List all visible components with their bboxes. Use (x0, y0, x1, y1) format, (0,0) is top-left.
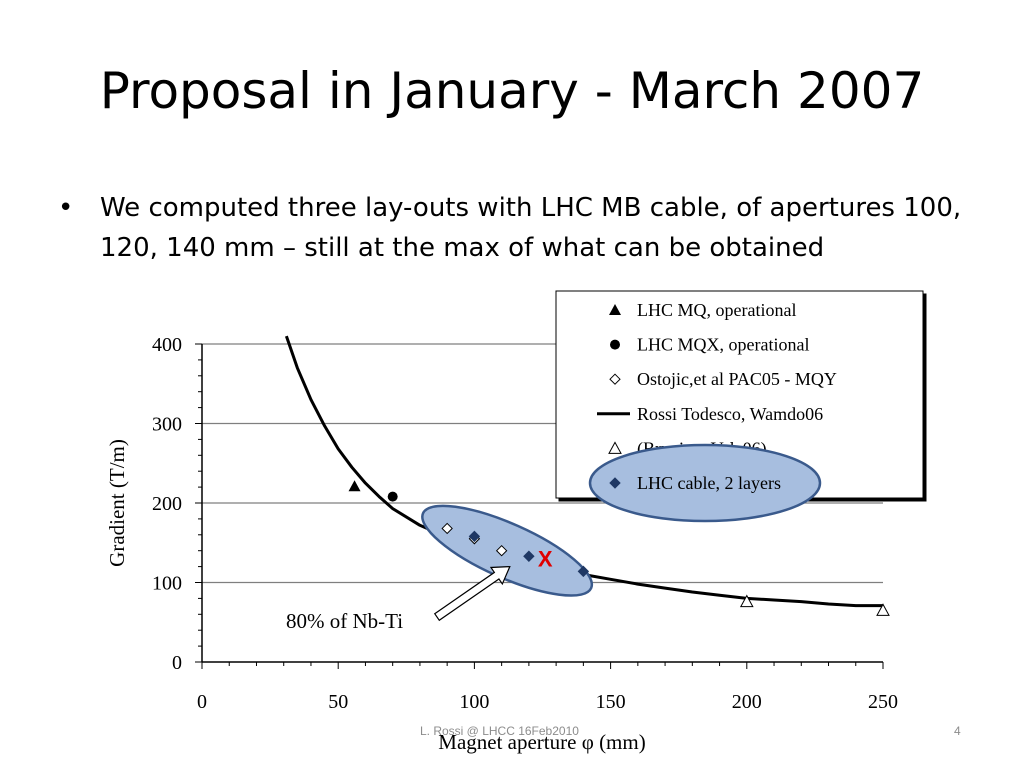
tick-labels: 0 100 200 300 400 0 50 100 150 200 250 (152, 334, 898, 713)
legend-label: Ostojic,et al PAC05 - MQY (637, 369, 837, 389)
filled-diamond-marker (609, 477, 621, 489)
circle-marker (387, 491, 398, 502)
x-tick-label: 150 (596, 691, 626, 713)
annotation-arrow (433, 565, 511, 622)
circle-marker (610, 339, 620, 350)
x-tick-label: 0 (197, 691, 207, 713)
y-tick-label: 300 (152, 414, 182, 436)
filled-diamond-marker (468, 530, 481, 543)
open-diamond-marker (609, 373, 621, 385)
bullet-marker: • (58, 193, 74, 223)
bullet-text: We computed three lay-outs with LHC MB c… (100, 193, 962, 263)
x-axis-label: Magnet aperture φ (mm) (438, 730, 645, 754)
x-tick-label: 50 (328, 691, 348, 713)
arrow-shape (433, 565, 511, 622)
red-x-marker: X (538, 547, 553, 572)
x-tick-label: 250 (868, 691, 898, 713)
annotations: 80% of Nb-Ti X (286, 547, 553, 633)
y-tick-label: 400 (152, 334, 182, 356)
legend-label: LHC MQ, operational (637, 300, 796, 320)
open-diamond-marker (441, 522, 453, 535)
x-tick-label: 100 (459, 691, 489, 713)
legend-label: Rossi Todesco, Wamdo06 (637, 404, 823, 424)
legend-label-highlighted: LHC cable, 2 layers (637, 473, 781, 493)
open-triangle-marker (608, 441, 622, 454)
data-points (348, 480, 890, 616)
footer-author: L. Rossi @ LHCC 16Feb2010 (420, 724, 579, 738)
slide-number: 4 (954, 724, 961, 738)
annotation-label: 80% of Nb-Ti (286, 609, 403, 633)
open-triangle-marker (739, 594, 754, 608)
open-diamond-marker (495, 544, 508, 557)
x-tick-label: 200 (732, 691, 762, 713)
slide-title: Proposal in January - March 2007 (99, 62, 925, 120)
triangle-marker (348, 480, 361, 492)
y-axis-label: Gradient (T/m) (105, 439, 129, 567)
legend-label: LHC MQX, operational (637, 335, 809, 355)
legend-highlight-ellipse (588, 443, 822, 523)
axes (195, 343, 884, 669)
open-triangle-marker (876, 603, 890, 616)
y-tick-label: 200 (152, 493, 182, 515)
filled-diamond-marker (577, 565, 590, 578)
legend-highlight: LHC cable, 2 layers (588, 443, 822, 523)
filled-diamond-marker (523, 550, 535, 562)
y-tick-label: 0 (172, 652, 182, 674)
triangle-marker (609, 304, 621, 315)
y-tick-label: 100 (152, 573, 182, 595)
